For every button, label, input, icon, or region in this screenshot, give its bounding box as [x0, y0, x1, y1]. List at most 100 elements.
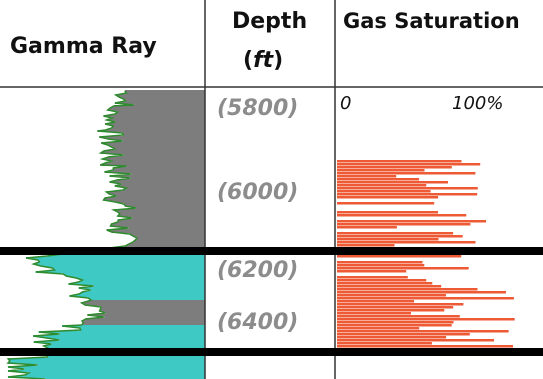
gas-saturation-bar: [337, 196, 439, 199]
gamma-ray-bar: [82, 279, 205, 281]
gamma-ray-bar: [111, 231, 205, 233]
gamma-ray-bar: [59, 333, 205, 335]
gas-saturation-bar: [337, 339, 494, 342]
depth-header: Depth: [232, 9, 308, 34]
gas-saturation-bar: [337, 306, 454, 309]
gamma-ray-bar: [104, 316, 205, 318]
gamma-ray-bar: [43, 345, 205, 347]
gamma-ray-bar: [47, 255, 206, 257]
gamma-ray-bar: [128, 243, 205, 245]
gamma-ray-bar: [9, 360, 206, 362]
gamma-ray-bar: [63, 273, 205, 275]
gamma-ray-bar: [37, 259, 206, 261]
gamma-ray-bar: [103, 199, 205, 201]
gamma-ray-bar: [105, 123, 205, 125]
gamma-ray-bar: [93, 285, 205, 287]
gamma-ray-bar: [102, 158, 205, 160]
gamma-ray-bar: [119, 213, 205, 215]
gamma-ray-bar: [132, 217, 205, 219]
gamma-ray-bar: [8, 358, 206, 360]
gamma-ray-bar: [111, 160, 205, 162]
gamma-ray-bar: [113, 169, 205, 171]
saturation-min-label: 0: [340, 93, 352, 114]
gas-saturation-bar: [337, 244, 395, 247]
depth-unit-header: (ft): [243, 48, 283, 73]
gamma-ray-bar: [115, 113, 205, 115]
gas-saturation-bar: [337, 220, 486, 223]
gamma-ray-bar: [128, 227, 205, 229]
gamma-ray-bar: [8, 366, 205, 368]
gamma-ray-bar: [125, 100, 205, 102]
gamma-ray-bar: [123, 98, 205, 100]
gamma-ray-bar: [110, 225, 205, 227]
gas-saturation-bar: [337, 336, 447, 339]
gas-saturation-bar: [337, 193, 478, 196]
gas-saturation-bar: [337, 342, 432, 345]
depth-unit-open-paren: (: [243, 48, 254, 73]
gas-saturation-bar: [337, 345, 513, 348]
gamma-ray-fill: [66, 275, 205, 301]
gamma-ray-bar: [129, 233, 205, 235]
gamma-ray-bar: [52, 267, 206, 269]
gamma-ray-bar: [8, 362, 205, 364]
gas-saturation-bar: [337, 235, 463, 238]
gamma-ray-bar: [40, 265, 206, 267]
gamma-ray-bar: [111, 146, 205, 148]
gamma-ray-bar: [82, 291, 205, 293]
gas-saturation-bar: [337, 232, 454, 235]
gamma-ray-bar: [111, 127, 205, 129]
gamma-ray-bar: [100, 306, 205, 308]
gas-saturation-header: Gas Saturation: [343, 9, 520, 33]
gamma-ray-bar: [39, 261, 205, 263]
gamma-ray-bar: [126, 187, 205, 189]
gamma-ray-bar: [8, 376, 205, 378]
gamma-ray-bar: [126, 165, 205, 167]
gamma-ray-bar: [130, 177, 205, 179]
gamma-ray-track: [6, 90, 206, 379]
gas-saturation-bar: [337, 333, 470, 336]
gamma-ray-bar: [106, 229, 205, 231]
gamma-ray-fill: [33, 325, 206, 349]
gamma-ray-bar: [82, 320, 205, 322]
gamma-ray-bar: [81, 302, 205, 304]
gamma-ray-bar: [97, 130, 205, 132]
gas-saturation-bar: [337, 324, 452, 327]
gas-saturation-bar: [337, 202, 435, 205]
gamma-ray-bar: [85, 318, 205, 320]
depth-label: (6200): [217, 258, 299, 283]
gamma-ray-bar: [88, 300, 205, 302]
gas-saturation-bar: [337, 303, 464, 306]
gas-saturation-bar: [337, 300, 414, 303]
gas-saturation-bar: [337, 255, 462, 258]
gamma-ray-bar: [68, 283, 205, 285]
gas-saturation-bar: [337, 291, 506, 294]
gamma-ray-bar: [103, 115, 205, 117]
gamma-ray-bar: [104, 171, 205, 173]
gamma-ray-bar: [59, 339, 205, 341]
gamma-ray-bar: [115, 121, 205, 123]
gamma-ray-fill: [8, 356, 206, 379]
depth-unit: ft: [253, 48, 274, 73]
gamma-ray-bar: [80, 329, 205, 331]
gas-saturation-bar: [337, 187, 478, 190]
gas-saturation-bar: [337, 327, 420, 330]
gamma-ray-bar: [105, 312, 205, 314]
zone-boundary-bottom: [0, 348, 543, 356]
gamma-ray-bar: [118, 96, 205, 98]
gamma-ray-bar: [78, 281, 205, 283]
gamma-ray-bar: [123, 134, 205, 136]
gamma-ray-bar: [83, 322, 205, 324]
gamma-ray-bar: [107, 144, 205, 146]
gas-saturation-bar: [337, 279, 427, 282]
gas-saturation-bar: [337, 169, 425, 172]
gamma-ray-bar: [123, 154, 205, 156]
gamma-ray-bar: [76, 277, 205, 279]
gamma-ray-bar: [99, 136, 205, 138]
gas-saturation-bar: [337, 264, 425, 267]
gamma-ray-bar: [69, 295, 205, 297]
gamma-ray-bar: [24, 374, 206, 376]
gamma-ray-bar: [104, 197, 205, 199]
gamma-ray-bar: [117, 179, 205, 181]
gamma-ray-bar: [122, 140, 205, 142]
